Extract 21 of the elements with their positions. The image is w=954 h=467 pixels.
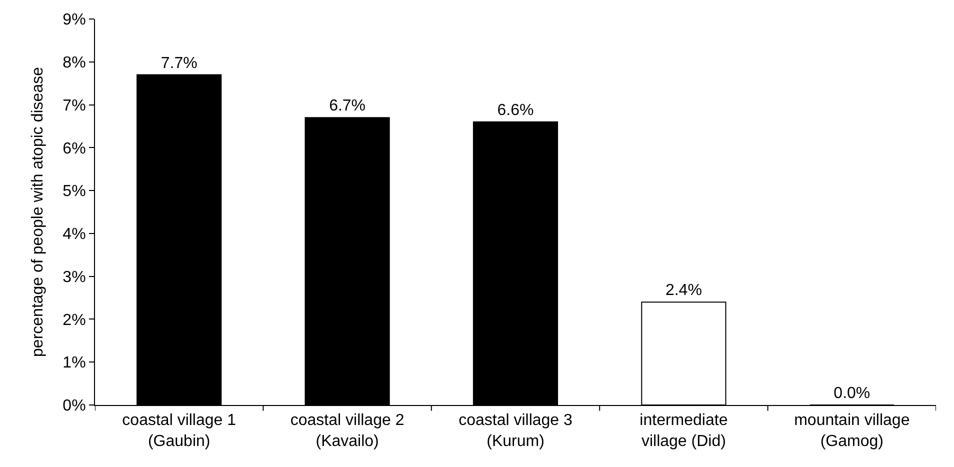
y-tick-label: 6% (62, 140, 86, 158)
data-label: 0.0% (834, 385, 870, 402)
y-tick-label: 5% (62, 183, 86, 200)
x-tick-label: coastal village 3 (Kurum) (458, 412, 573, 450)
x-tick-label: mountain village (Gamog) (794, 412, 910, 450)
y-tick-label: 9% (62, 12, 86, 29)
y-tick-label: 1% (62, 354, 86, 372)
data-label: 7.7% (160, 54, 198, 72)
y-tick-label: 7% (62, 97, 86, 114)
y-tick-label: 0% (62, 398, 86, 415)
x-tick-label: coastal village 2 (Kavailo) (290, 412, 404, 450)
data-label: 6.6% (497, 102, 534, 119)
x-tick-label: intermediate village (Did) (640, 412, 728, 450)
data-label: 6.7% (329, 98, 366, 115)
data-label: 2.4% (665, 282, 702, 300)
y-tick-label: 3% (62, 268, 86, 286)
y-tick-label: 2% (62, 312, 86, 329)
x-tick-label: coastal village 1 (Gaubin) (122, 412, 236, 450)
y-tick-label: 8% (62, 54, 86, 72)
y-tick-label: 4% (62, 226, 86, 244)
y-axis-title: percentage of people with atopic disease (30, 66, 47, 357)
